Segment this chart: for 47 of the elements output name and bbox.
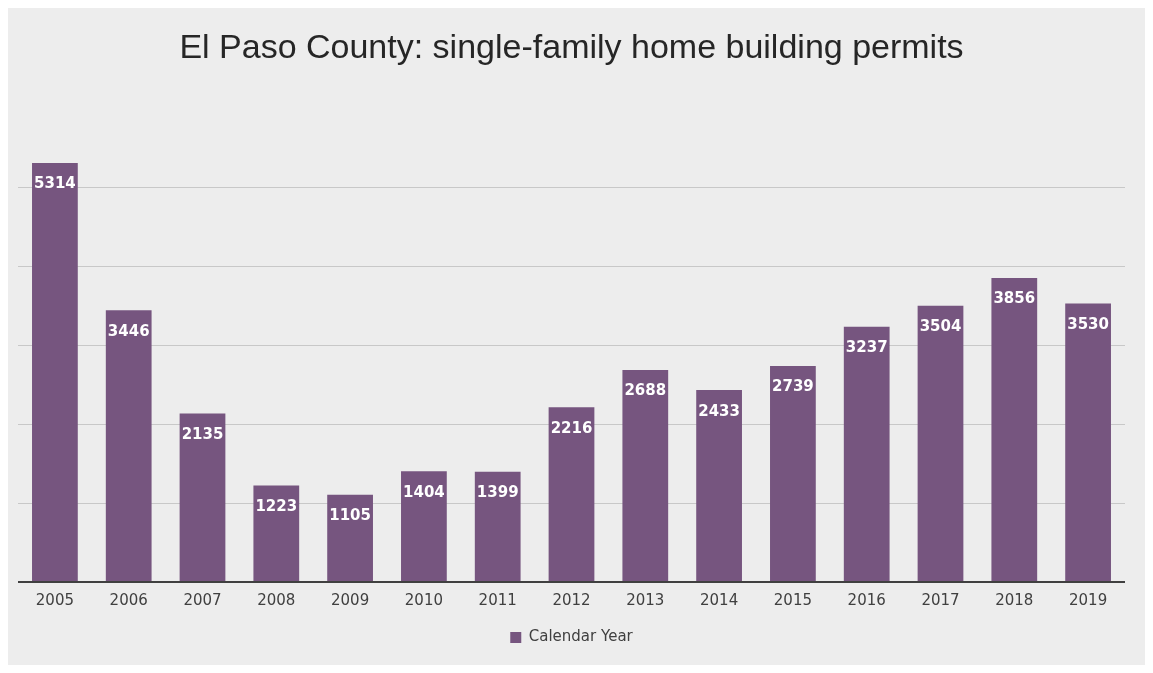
x-tick-label: 2009 xyxy=(331,590,370,609)
x-tick-label: 2019 xyxy=(1069,590,1108,609)
bar xyxy=(105,310,152,581)
bar xyxy=(696,390,742,581)
data-label: 1399 xyxy=(476,483,519,502)
x-tick-label: 2011 xyxy=(478,590,517,609)
x-tick-label: 2013 xyxy=(626,590,665,609)
x-tick-label: 2012 xyxy=(552,590,591,609)
data-label: 3504 xyxy=(919,317,962,336)
x-tick-label: 2018 xyxy=(995,590,1034,609)
bar xyxy=(917,305,964,581)
data-label: 1404 xyxy=(403,482,445,501)
bar xyxy=(401,471,447,581)
data-label: 2216 xyxy=(550,418,593,437)
bar xyxy=(179,413,226,581)
x-tick-label: 2010 xyxy=(404,590,443,609)
bar xyxy=(770,365,816,581)
x-tick-label: 2016 xyxy=(847,590,886,609)
data-label: 2739 xyxy=(772,377,814,396)
bar xyxy=(253,485,300,581)
chart-title: El Paso County: single-family home building permits xyxy=(179,26,964,65)
bar xyxy=(327,494,373,581)
x-tick-label: 2005 xyxy=(35,590,74,609)
data-label: 3446 xyxy=(107,321,150,340)
bar xyxy=(32,162,78,581)
bar xyxy=(843,326,890,581)
bar xyxy=(991,277,1038,581)
data-label: 1105 xyxy=(329,506,371,525)
data-label: 5314 xyxy=(34,174,76,193)
data-label: 2135 xyxy=(181,425,224,444)
legend-label: Calendar Year xyxy=(528,627,634,646)
bar xyxy=(622,370,669,581)
x-tick-label: 2017 xyxy=(921,590,960,609)
data-label: 3237 xyxy=(845,338,888,357)
data-label: 2688 xyxy=(624,381,667,400)
data-label: 1223 xyxy=(255,496,298,515)
data-label: 3856 xyxy=(993,289,1036,308)
data-label: 2433 xyxy=(698,401,740,420)
x-tick-label: 2008 xyxy=(257,590,296,609)
x-tick-label: 2007 xyxy=(183,590,222,609)
x-tick-label: 2015 xyxy=(773,590,812,609)
bar xyxy=(548,407,595,581)
bar xyxy=(1065,303,1111,581)
data-label: 3530 xyxy=(1067,314,1109,333)
x-tick-label: 2006 xyxy=(109,590,148,609)
bar xyxy=(474,471,521,581)
x-tick-label: 2014 xyxy=(700,590,739,609)
